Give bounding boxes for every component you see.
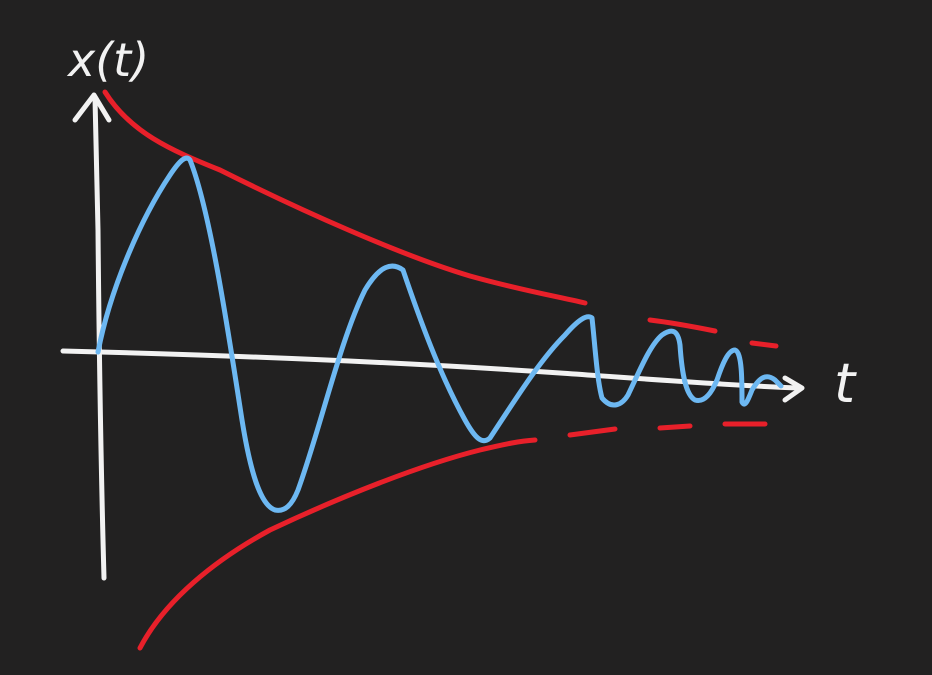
lower-envelope-dash-1 — [567, 426, 618, 438]
damped-signal-curve — [95, 155, 784, 513]
y-axis-label: x(t) — [66, 33, 149, 87]
t-axis-arrowhead — [782, 375, 805, 403]
upper-envelope-dash-1 — [647, 317, 718, 334]
lower-envelope-dash-2 — [657, 423, 693, 431]
t-axis-label: t — [834, 352, 857, 415]
t-axis — [60, 348, 805, 403]
lower-envelope — [137, 421, 768, 651]
t-axis-line — [60, 348, 803, 391]
upper-envelope — [102, 89, 779, 349]
lower-envelope-solid — [137, 437, 538, 651]
y-axis-arrowhead — [72, 92, 112, 123]
upper-envelope-dash-2 — [749, 340, 779, 349]
upper-envelope-solid — [102, 89, 588, 306]
y-axis — [72, 92, 112, 581]
y-axis-line — [92, 95, 107, 581]
